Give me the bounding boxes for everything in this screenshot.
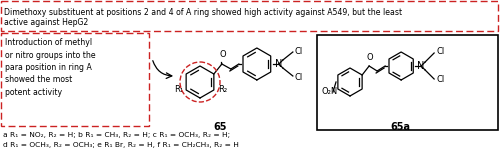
Text: O: O: [220, 50, 226, 59]
Text: R₂: R₂: [218, 86, 227, 94]
Text: Introduction of methyl
or nitro groups into the
para position in ring A
showed t: Introduction of methyl or nitro groups i…: [5, 38, 96, 97]
Bar: [317, 35, 498, 130]
Text: N: N: [275, 59, 282, 69]
Text: Cl: Cl: [295, 73, 303, 82]
Text: N: N: [418, 61, 425, 71]
Text: Cl: Cl: [436, 76, 444, 84]
Text: Cl: Cl: [436, 48, 444, 56]
Text: 65: 65: [213, 122, 227, 132]
Text: Cl: Cl: [295, 46, 303, 55]
Text: O₂N: O₂N: [321, 87, 337, 97]
Text: active against HepG2: active against HepG2: [4, 18, 88, 27]
Text: R₁: R₁: [174, 86, 183, 94]
Text: O: O: [367, 53, 374, 62]
Text: d R₁ = OCH₃, R₂ = OCH₃; e R₁ Br, R₂ = H, f R₁ = CH₂CH₃, R₂ = H: d R₁ = OCH₃, R₂ = OCH₃; e R₁ Br, R₂ = H,…: [3, 142, 239, 148]
Text: Dimethoxy substituent at positions 2 and 4 of A ring showed high activity agains: Dimethoxy substituent at positions 2 and…: [4, 8, 402, 17]
Text: a R₁ = NO₂, R₂ = H; b R₁ = CH₃, R₂ = H; c R₁ = OCH₃, R₂ = H;: a R₁ = NO₂, R₂ = H; b R₁ = CH₃, R₂ = H; …: [3, 132, 230, 138]
Text: 65a: 65a: [390, 122, 410, 132]
